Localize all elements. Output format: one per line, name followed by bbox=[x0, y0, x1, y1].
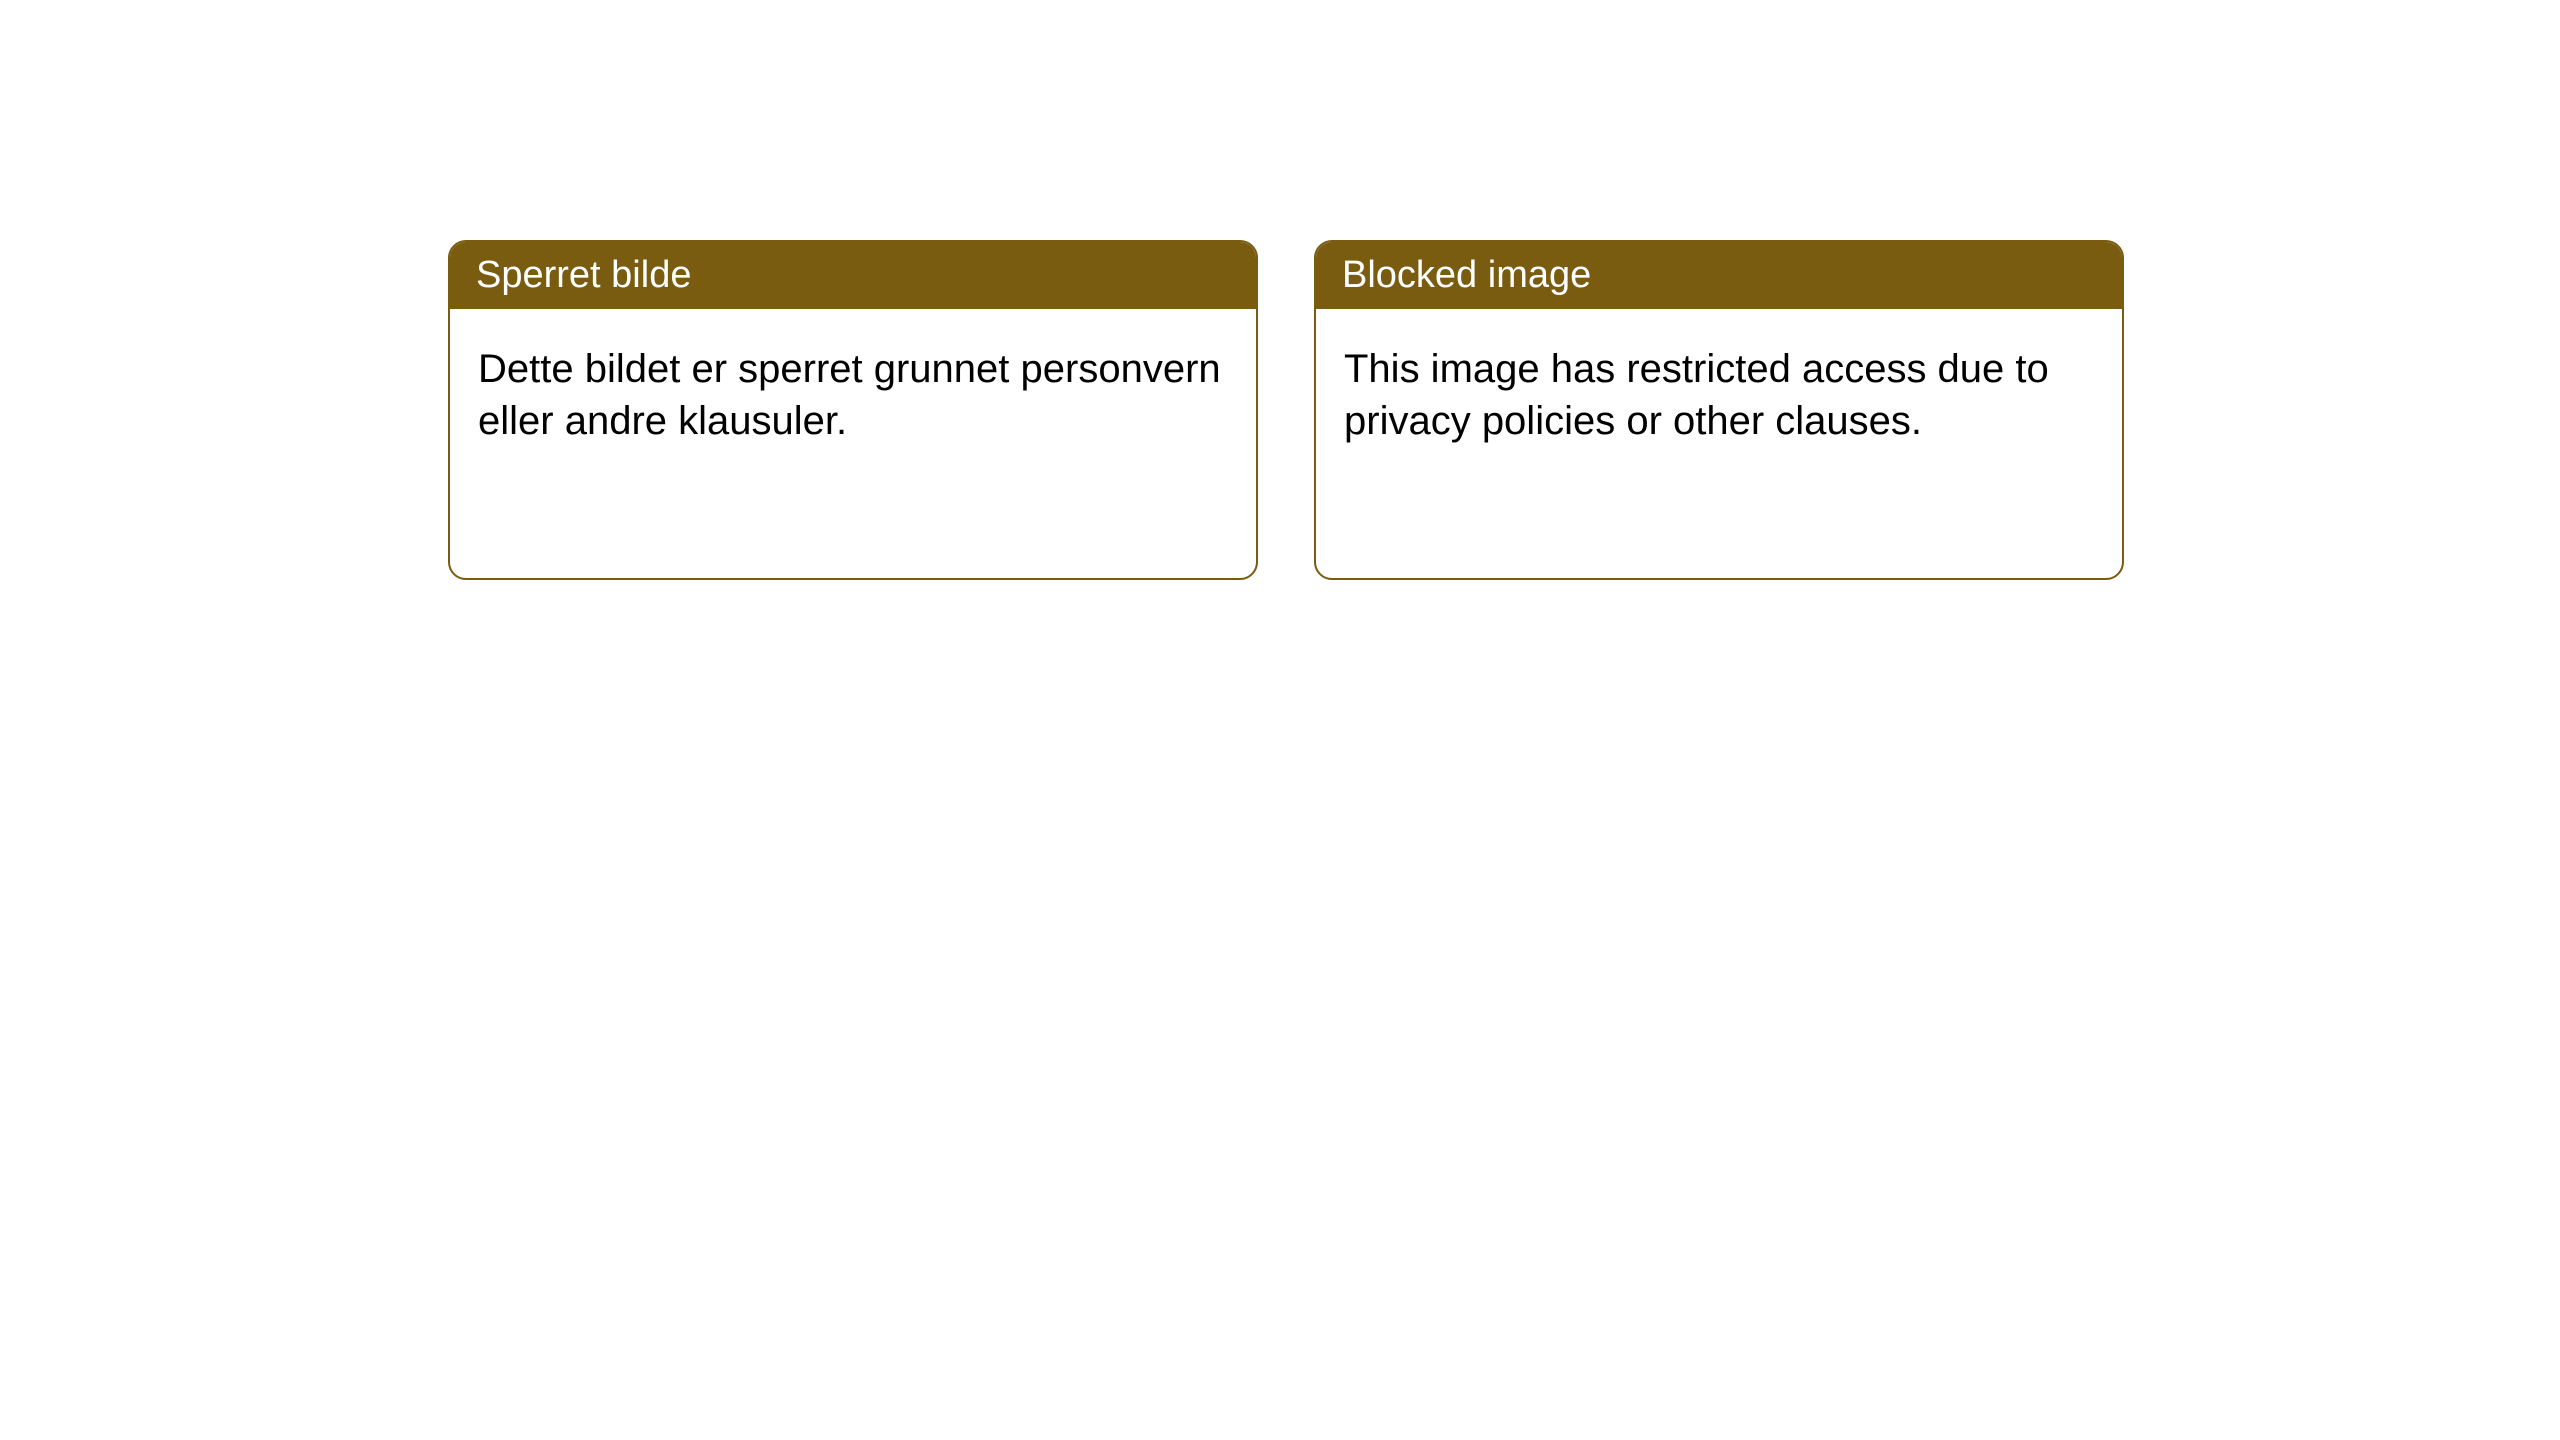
notice-card-norwegian: Sperret bilde Dette bildet er sperret gr… bbox=[448, 240, 1258, 580]
notice-card-header: Blocked image bbox=[1316, 242, 2122, 309]
notice-body-text: This image has restricted access due to … bbox=[1344, 347, 2049, 443]
notice-container: Sperret bilde Dette bildet er sperret gr… bbox=[0, 0, 2560, 580]
notice-card-body: Dette bildet er sperret grunnet personve… bbox=[450, 309, 1256, 481]
notice-title: Blocked image bbox=[1342, 254, 1591, 296]
notice-body-text: Dette bildet er sperret grunnet personve… bbox=[478, 347, 1221, 443]
notice-card-english: Blocked image This image has restricted … bbox=[1314, 240, 2124, 580]
notice-card-body: This image has restricted access due to … bbox=[1316, 309, 2122, 481]
notice-card-header: Sperret bilde bbox=[450, 242, 1256, 309]
notice-title: Sperret bilde bbox=[476, 254, 691, 296]
